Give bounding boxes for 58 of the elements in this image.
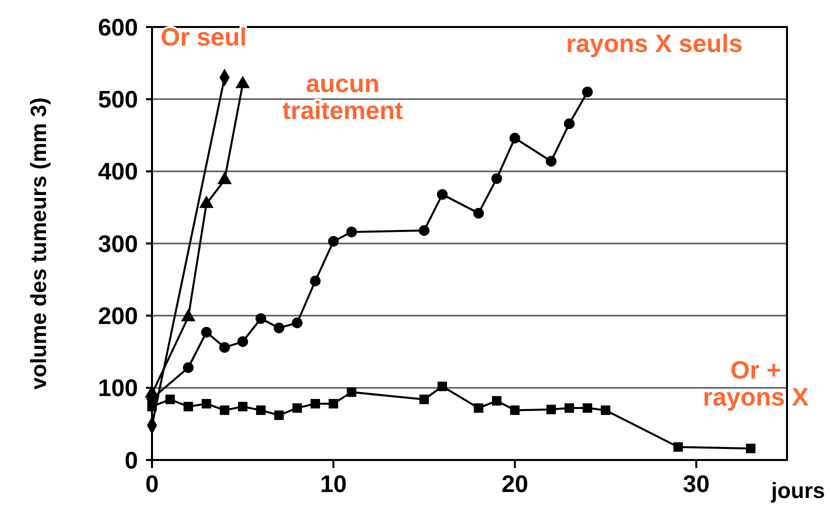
point — [564, 403, 574, 413]
point — [346, 387, 356, 397]
point — [438, 382, 448, 392]
point — [491, 173, 502, 184]
x-tick-label: 20 — [502, 471, 528, 498]
point — [182, 362, 194, 373]
y-tick-label: 0 — [124, 447, 138, 474]
x-tick-label: 0 — [145, 471, 159, 498]
point — [510, 405, 520, 415]
point — [220, 405, 230, 415]
point — [473, 208, 484, 219]
point — [564, 118, 575, 130]
point — [582, 403, 592, 413]
x-tick-label: 30 — [682, 471, 710, 498]
y-tick-label: 600 — [98, 14, 138, 42]
point — [419, 394, 429, 404]
y-tick-label: 500 — [98, 86, 138, 114]
point — [274, 322, 284, 334]
point — [292, 318, 302, 328]
series-label: rayons X seuls — [566, 30, 743, 58]
series-label: Or + rayons X — [702, 356, 809, 412]
point — [237, 336, 248, 347]
point — [418, 225, 430, 236]
point — [436, 189, 448, 200]
point — [673, 442, 683, 452]
y-axis-title: volume des tumeurs (mm 3) — [26, 97, 51, 390]
point — [492, 396, 502, 406]
point — [165, 394, 175, 404]
series-label: aucun traitement — [282, 70, 404, 126]
x-axis-title: jours — [770, 478, 825, 503]
series-label: Or seul — [160, 24, 247, 52]
point — [274, 410, 284, 420]
point — [256, 405, 266, 415]
point — [256, 313, 266, 324]
point — [310, 398, 320, 408]
point — [600, 405, 610, 415]
point — [546, 404, 556, 414]
point — [746, 444, 756, 454]
point — [219, 342, 230, 353]
y-tick-label: 200 — [98, 303, 138, 330]
point — [582, 86, 593, 98]
point — [474, 403, 484, 413]
point — [238, 402, 248, 412]
y-tick-label: 100 — [98, 375, 138, 402]
point — [292, 403, 302, 413]
point — [202, 398, 212, 408]
point — [328, 236, 339, 247]
point — [328, 398, 338, 408]
point — [310, 276, 321, 286]
y-tick-label: 400 — [98, 158, 138, 186]
point — [346, 226, 357, 238]
point — [184, 402, 194, 412]
x-tick-label: 10 — [320, 471, 347, 498]
point — [546, 156, 556, 167]
y-tick-label: 300 — [98, 230, 138, 258]
point — [147, 402, 157, 412]
point — [510, 132, 520, 144]
point — [201, 326, 212, 338]
